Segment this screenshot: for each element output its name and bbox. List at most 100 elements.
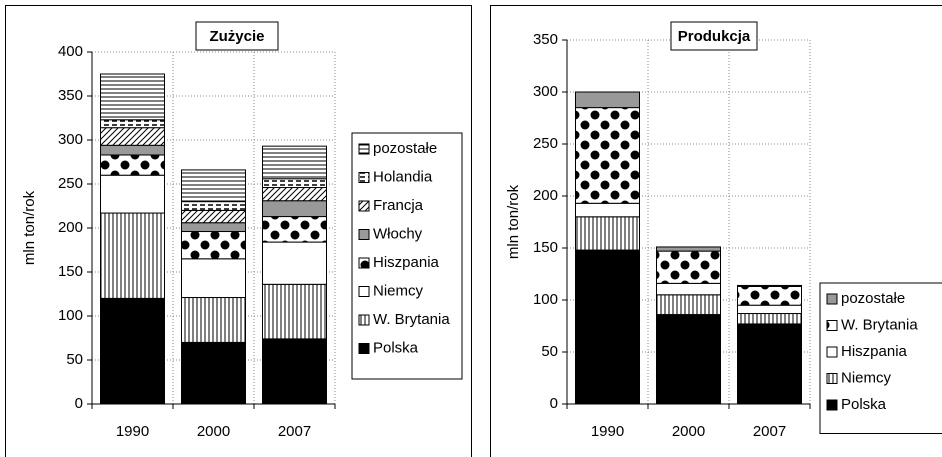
y-tick-label: 100	[533, 291, 558, 308]
bar-segment	[737, 313, 802, 325]
x-tick-label: 1990	[591, 423, 624, 440]
y-tick-label: 300	[58, 131, 83, 148]
chart-title: Zużycie	[209, 28, 264, 45]
panel-frame	[490, 5, 942, 457]
bar-segment	[181, 209, 246, 224]
legend-label: Polska	[841, 396, 887, 413]
bar-segment	[181, 231, 246, 260]
legend-label: Niemcy	[373, 282, 424, 299]
bar-segment	[181, 222, 246, 233]
x-tick-label: 2007	[753, 423, 786, 440]
bar-segment	[100, 174, 165, 214]
bar-segment	[100, 212, 165, 299]
legend-box	[351, 132, 463, 380]
legend-swatch	[358, 200, 370, 212]
legend-label: Włochy	[373, 225, 423, 242]
legend-label: Holandia	[373, 168, 433, 185]
bar-segment	[737, 304, 802, 315]
bar-segment	[100, 119, 165, 129]
legend-swatch	[358, 143, 370, 155]
bar-segment	[737, 285, 802, 306]
bar-segment	[262, 178, 327, 189]
bar-segment	[575, 107, 640, 204]
legend-swatch	[826, 346, 838, 358]
bar-segment	[100, 73, 165, 121]
bar-segment	[181, 297, 246, 343]
bar-segment	[737, 323, 802, 405]
bar-segment	[656, 314, 721, 405]
bar-segment	[656, 294, 721, 316]
y-tick-label: 0	[75, 395, 83, 412]
bar-segment	[100, 297, 165, 405]
bar-segment	[656, 282, 721, 296]
bar-segment	[100, 154, 165, 176]
x-tick-label: 2007	[278, 423, 311, 440]
y-tick-label: 100	[58, 307, 83, 324]
legend-swatch	[826, 320, 838, 331]
legend-label: Francja	[373, 197, 424, 214]
bar-segment	[262, 241, 327, 285]
legend-label: W. Brytania	[841, 316, 918, 333]
y-tick-label: 200	[533, 187, 558, 204]
bar-segment	[656, 250, 721, 284]
bar-segment	[575, 216, 640, 251]
bar-segment	[100, 127, 165, 146]
y-tick-label: 150	[533, 239, 558, 256]
y-tick-label: 50	[541, 343, 558, 360]
bar-segment	[262, 200, 327, 218]
y-tick-label: 300	[533, 83, 558, 100]
legend-label: Niemcy	[841, 369, 892, 386]
y-tick-label: 400	[58, 43, 83, 60]
y-tick-label: 50	[66, 351, 83, 368]
chart-title: Produkcja	[678, 28, 751, 45]
bar-segment	[181, 258, 246, 299]
y-axis-label: mln ton/rok	[21, 190, 38, 265]
legend-swatch	[826, 373, 838, 384]
x-tick-label: 2000	[197, 423, 230, 440]
bar-segment	[656, 246, 721, 252]
legend-label: W. Brytania	[373, 311, 450, 328]
legend-box	[819, 282, 942, 434]
bar-segment	[181, 201, 246, 211]
bar-segment	[262, 187, 327, 202]
legend-swatch	[358, 314, 370, 326]
title-box	[670, 21, 758, 51]
legend-swatch	[358, 172, 370, 183]
legend-label: Hiszpania	[373, 254, 440, 271]
y-tick-label: 250	[58, 175, 83, 192]
legend-label: Hiszpania	[841, 343, 908, 360]
legend-swatch	[826, 399, 838, 411]
legend-swatch	[826, 293, 838, 305]
bar-segment	[575, 249, 640, 405]
bar-segment	[262, 283, 327, 340]
title-box	[195, 21, 279, 51]
legend-label: pozostałe	[373, 140, 437, 157]
legend-label: Polska	[373, 339, 419, 356]
y-tick-label: 0	[550, 395, 558, 412]
bar-segment	[575, 202, 640, 218]
bar-segment	[181, 341, 246, 405]
bar-segment	[100, 144, 165, 156]
y-tick-label: 350	[533, 31, 558, 48]
bar-segment	[181, 169, 246, 203]
panel-frame	[5, 5, 472, 457]
bar-segment	[262, 216, 327, 243]
y-axis-label: mln ton/rok	[505, 184, 522, 259]
bar-segment	[737, 284, 802, 287]
legend-swatch	[358, 229, 370, 240]
y-tick-label: 200	[58, 219, 83, 236]
y-tick-label: 150	[58, 263, 83, 280]
legend-swatch	[358, 343, 370, 354]
bar-segment	[575, 91, 640, 109]
y-tick-label: 250	[533, 135, 558, 152]
y-tick-label: 350	[58, 87, 83, 104]
legend-swatch	[358, 286, 370, 297]
x-tick-label: 2000	[672, 423, 705, 440]
legend-label: pozostałe	[841, 290, 905, 307]
bar-segment	[262, 338, 327, 405]
legend-swatch	[358, 257, 370, 269]
x-tick-label: 1990	[116, 423, 149, 440]
bar-segment	[262, 145, 327, 180]
